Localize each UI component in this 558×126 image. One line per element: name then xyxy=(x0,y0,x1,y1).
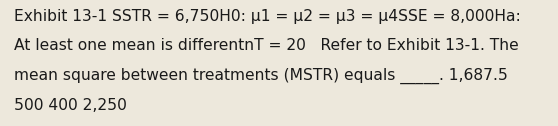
Text: 500 400 2,250: 500 400 2,250 xyxy=(14,98,127,113)
Text: mean square between treatments (MSTR) equals _____. 1,687.5: mean square between treatments (MSTR) eq… xyxy=(14,68,508,84)
Text: Exhibit 13-1 SSTR = 6,750H0: μ1 = μ2 = μ3 = μ4SSE = 8,000Ha:: Exhibit 13-1 SSTR = 6,750H0: μ1 = μ2 = μ… xyxy=(14,9,521,24)
Text: At least one mean is differentnT = 20   Refer to Exhibit 13-1. The: At least one mean is differentnT = 20 Re… xyxy=(14,38,519,53)
